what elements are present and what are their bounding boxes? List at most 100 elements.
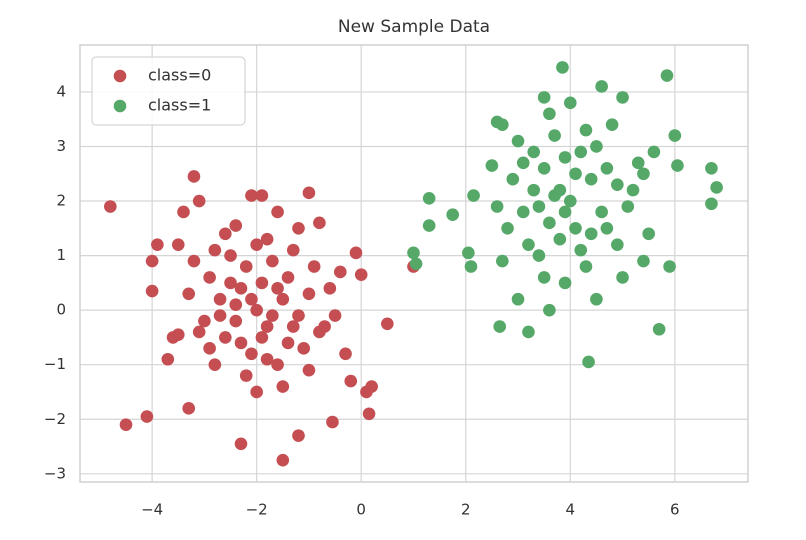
point — [208, 243, 222, 257]
point — [527, 183, 540, 197]
point — [532, 249, 546, 262]
point — [563, 96, 577, 110]
point — [255, 189, 269, 202]
point — [250, 385, 263, 399]
point — [349, 246, 363, 260]
point — [422, 219, 436, 232]
point — [271, 358, 284, 372]
point — [493, 320, 507, 333]
y-tick-label: −2 — [44, 410, 66, 428]
point — [705, 197, 718, 211]
point — [671, 159, 684, 172]
point — [245, 292, 258, 306]
point — [511, 292, 525, 306]
point — [234, 437, 248, 451]
point — [224, 276, 237, 290]
point — [496, 254, 509, 268]
point — [485, 159, 499, 172]
point — [616, 91, 629, 104]
y-tick-label: −1 — [44, 355, 66, 373]
point — [574, 243, 588, 257]
point — [558, 276, 572, 290]
point — [631, 156, 645, 170]
point — [161, 352, 175, 366]
point — [626, 183, 640, 197]
point — [522, 325, 535, 339]
point — [260, 320, 274, 333]
point — [302, 287, 316, 301]
y-tick-label: 2 — [56, 192, 66, 210]
plot-area — [79, 44, 749, 483]
point — [579, 123, 593, 137]
point — [239, 369, 253, 382]
point — [203, 271, 216, 284]
point — [276, 380, 290, 393]
point — [151, 238, 164, 251]
x-tick-label: 6 — [670, 501, 680, 519]
point — [652, 322, 666, 336]
point — [328, 309, 342, 322]
point — [250, 238, 263, 251]
point — [182, 402, 196, 415]
point — [281, 271, 295, 284]
point — [239, 260, 253, 273]
point — [537, 91, 551, 104]
point — [213, 292, 227, 306]
point — [276, 292, 290, 306]
point — [616, 271, 629, 284]
point — [145, 254, 159, 268]
point — [642, 227, 655, 241]
point — [590, 292, 603, 306]
point — [255, 276, 269, 290]
point — [255, 331, 269, 344]
point — [543, 303, 556, 317]
point — [407, 246, 420, 260]
point — [360, 385, 373, 399]
point — [292, 429, 305, 442]
point — [537, 271, 551, 284]
point — [260, 232, 274, 246]
point — [537, 161, 551, 175]
point — [501, 222, 514, 235]
y-tick-label: 1 — [56, 246, 66, 264]
legend-label: class=0 — [148, 66, 211, 85]
point — [595, 80, 608, 93]
point — [229, 298, 243, 311]
point — [600, 161, 614, 175]
point — [339, 347, 352, 361]
x-tick-label: 0 — [356, 501, 366, 519]
point — [302, 363, 316, 377]
point — [313, 325, 326, 339]
point — [663, 260, 676, 273]
point — [511, 134, 525, 148]
point — [292, 309, 305, 322]
point — [422, 192, 436, 205]
point — [637, 254, 650, 268]
point — [266, 309, 279, 322]
point — [224, 249, 237, 262]
point — [532, 200, 546, 213]
point — [276, 453, 290, 467]
point — [344, 374, 358, 388]
point — [611, 238, 624, 251]
point — [323, 282, 337, 295]
point — [467, 189, 480, 202]
point — [250, 303, 263, 317]
point — [563, 194, 577, 208]
point — [104, 200, 117, 213]
point — [590, 140, 603, 153]
point — [198, 314, 211, 328]
point — [605, 118, 619, 131]
point — [140, 410, 154, 423]
point — [229, 314, 243, 328]
point — [548, 189, 561, 202]
point — [553, 232, 567, 246]
point — [362, 407, 376, 421]
point — [710, 181, 723, 194]
point — [464, 260, 478, 273]
point — [647, 145, 661, 159]
x-tick-label: 4 — [566, 501, 576, 519]
point — [271, 205, 284, 219]
x-tick-label: 2 — [461, 501, 471, 519]
